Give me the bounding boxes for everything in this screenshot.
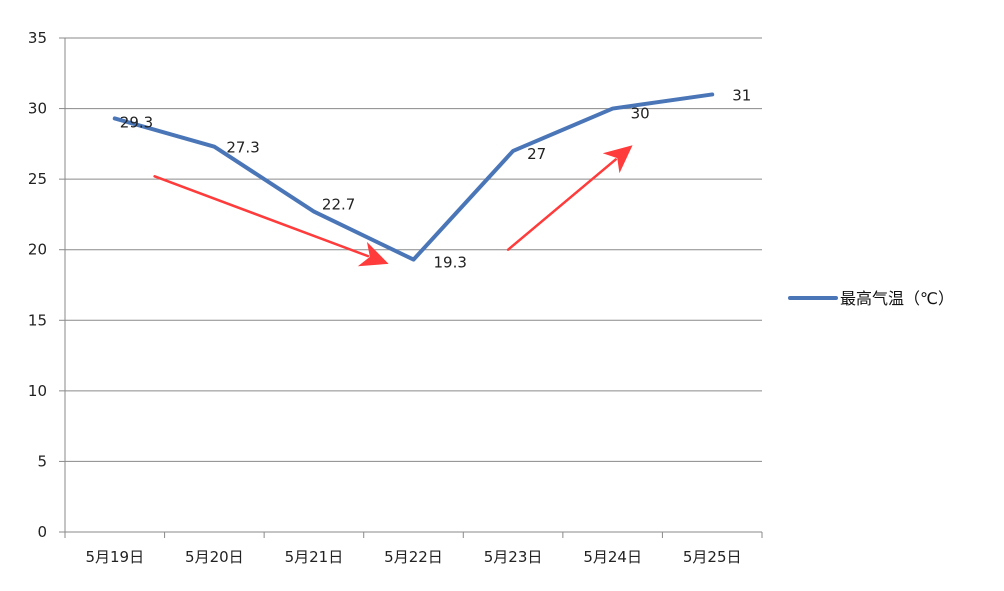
y-tick-label: 5 [37, 452, 47, 470]
y-tick-label: 10 [28, 382, 47, 400]
axes [59, 37, 763, 538]
x-tick-label: 5月19日 [85, 548, 144, 566]
data-label: 30 [631, 105, 650, 123]
annotation-arrow-shaft-1 [506, 158, 617, 251]
data-label: 31 [732, 86, 751, 104]
data-label: 27 [527, 145, 546, 163]
x-tick-label: 5月21日 [285, 548, 344, 566]
x-tick-label: 5月25日 [683, 548, 742, 566]
y-tick-label: 25 [28, 170, 47, 188]
data-label: 29.3 [120, 113, 153, 131]
legend: 最高气温（℃） [788, 289, 954, 308]
gridlines [65, 37, 762, 462]
data-label: 22.7 [322, 196, 355, 214]
y-tick-labels: 0 5 10 15 20 25 30 35 [28, 29, 47, 541]
y-tick-label: 0 [37, 523, 47, 541]
data-label: 27.3 [226, 139, 259, 157]
annotation-arrows [153, 145, 633, 267]
series-line-0 [112, 92, 715, 262]
x-tick-label: 5月22日 [384, 548, 443, 566]
y-tick-label: 30 [28, 100, 47, 118]
x-tick-label: 5月24日 [583, 548, 642, 566]
y-tick-label: 15 [28, 311, 47, 329]
annotation-arrow-shaft-0 [153, 175, 370, 258]
legend-label: 最高气温（℃） [840, 289, 954, 308]
y-tick-label: 20 [28, 241, 47, 259]
x-tick-label: 5月23日 [484, 548, 543, 566]
data-labels: 29.3 27.3 22.7 19.3 27 30 31 [120, 86, 752, 271]
series-lines [112, 92, 715, 262]
y-tick-label: 35 [28, 29, 47, 47]
annotation-arrow-head-0 [357, 241, 389, 267]
data-label: 19.3 [434, 254, 467, 272]
x-tick-label: 5月20日 [185, 548, 244, 566]
annotation-arrow-head-1 [602, 145, 633, 174]
x-tick-labels: 5月19日 5月20日 5月21日 5月22日 5月23日 5月24日 5月25日 [85, 548, 741, 566]
